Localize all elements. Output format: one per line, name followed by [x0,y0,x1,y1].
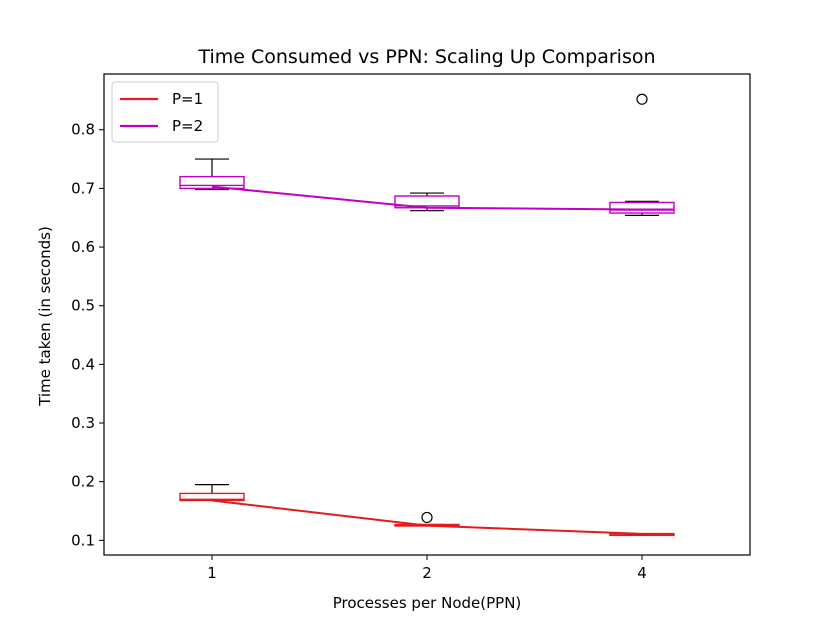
plot-content [179,93,675,537]
outlier-point [421,511,433,524]
box-1 [179,158,245,191]
y-tick-label: 0.2 [71,473,95,491]
x-tick-label: 2 [422,564,432,582]
series-2 [179,93,675,216]
legend-label-p2: P=2 [172,117,203,135]
x-axis-label: Processes per Node(PPN) [333,594,522,612]
x-tick-label: 4 [637,564,647,582]
y-tick-label: 0.1 [71,531,95,549]
plot-frame [103,73,751,556]
box-iqr [609,201,675,214]
box-1 [179,484,245,502]
legend-label-p1: P=1 [172,90,203,108]
y-tick-label: 0.3 [71,414,95,432]
box-4 [609,93,675,216]
x-tick-label: 1 [207,564,217,582]
trend-line [211,499,674,535]
chart-title: Time Consumed vs PPN: Scaling Up Compari… [197,46,655,68]
outlier-point [636,93,648,105]
y-tick-label: 0.5 [71,297,95,315]
trend-line [211,185,674,211]
box-iqr [179,175,245,190]
series-1 [179,484,675,537]
y-tick-label: 0.8 [71,121,95,139]
y-tick-label: 0.7 [71,179,95,197]
y-axis-label: Time taken (in seconds) [36,226,54,407]
y-tick-label: 0.6 [71,238,95,256]
legend: P=1 P=2 [111,81,219,143]
y-tick-label: 0.4 [71,355,95,373]
